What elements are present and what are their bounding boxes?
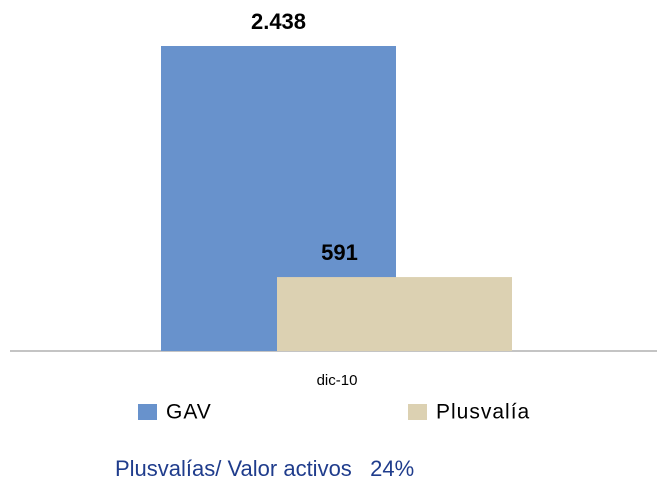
legend-label: Plusvalía (436, 401, 530, 424)
data-label: 591 (321, 240, 358, 265)
x-tick-label: dic-10 (317, 372, 358, 389)
legend-label: GAV (166, 401, 212, 424)
legend-swatch (408, 404, 427, 420)
bar (277, 277, 512, 351)
annotation: Plusvalías/ Valor activos 24% (115, 456, 414, 481)
legend-swatch (138, 404, 157, 420)
data-label: 2.438 (251, 9, 306, 34)
